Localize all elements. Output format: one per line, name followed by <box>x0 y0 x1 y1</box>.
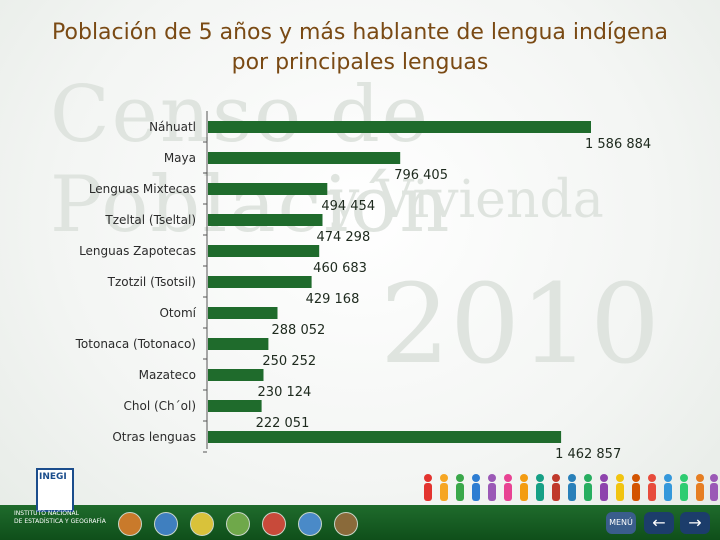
category-label: Otras lenguas <box>112 430 196 444</box>
title-line-2: por principales lenguas <box>231 50 489 75</box>
value-label: 222 051 <box>256 416 310 431</box>
housing-icon[interactable] <box>262 512 286 536</box>
watermark-line-1: Censo de Población <box>50 70 452 250</box>
value-label: 250 252 <box>262 354 316 369</box>
bar <box>208 400 262 412</box>
category-label: Náhuatl <box>149 120 196 134</box>
value-label: 429 168 <box>306 292 360 307</box>
page-title: Población de 5 años y más hablante de le… <box>20 18 700 78</box>
watermark-line-2: y Vivienda <box>330 170 604 230</box>
arrow-left-icon: ← <box>652 513 666 532</box>
category-label: Otomí <box>159 306 196 320</box>
education-icon[interactable] <box>154 512 178 536</box>
bar-chart: Náhuatl 1 586 884 Maya 796 405 Lenguas Mixte… <box>75 111 651 462</box>
bar <box>208 245 320 257</box>
bar <box>208 369 264 381</box>
back-button[interactable]: ← <box>644 512 674 534</box>
logo-text-line-2: DE ESTADÍSTICA Y GEOGRAFÍA <box>14 518 106 525</box>
logo-mark: INEGI <box>36 468 74 512</box>
category-label: Mazateco <box>139 368 196 382</box>
people-illustration <box>424 474 718 501</box>
value-label: 288 052 <box>272 323 326 338</box>
menu-button[interactable]: MENÚ <box>606 512 636 534</box>
bar <box>208 121 591 133</box>
category-label: Lenguas Mixtecas <box>89 182 196 196</box>
logo-name: INEGI <box>39 472 67 482</box>
documents-icon[interactable] <box>334 512 358 536</box>
migration-icon[interactable] <box>298 512 322 536</box>
value-label: 1 586 884 <box>585 137 651 152</box>
value-label: 474 298 <box>316 230 370 245</box>
value-label: 494 454 <box>321 199 375 214</box>
logo-text-line-1: INSTITUTO NACIONAL <box>14 510 79 517</box>
value-label: 1 462 857 <box>555 447 621 462</box>
watermark: Censo de Población y Vivienda 2010 <box>40 70 700 450</box>
forward-button[interactable]: → <box>680 512 710 534</box>
bar <box>208 183 328 195</box>
bar <box>208 431 562 443</box>
category-label: Chol (Ch´ol) <box>124 399 197 413</box>
inegi-logo: INEGI INSTITUTO NACIONAL DE ESTADÍSTICA … <box>10 466 110 534</box>
arrow-right-icon: → <box>688 513 702 532</box>
value-label: 230 124 <box>258 385 312 400</box>
bar <box>208 276 312 288</box>
bar <box>208 152 401 164</box>
value-label: 460 683 <box>313 261 367 276</box>
title-line-1: Población de 5 años y más hablante de le… <box>52 20 668 45</box>
health-icon[interactable] <box>226 512 250 536</box>
people-figures-icon <box>424 474 718 501</box>
category-label: Totonaca (Totonaco) <box>75 337 196 351</box>
category-label: Tzotzil (Tsotsil) <box>107 275 196 289</box>
bar <box>208 307 278 319</box>
watermark-line-3: 2010 <box>380 260 660 388</box>
value-label: 796 405 <box>394 168 448 183</box>
bar <box>208 214 323 226</box>
bar <box>208 338 269 350</box>
population-icon[interactable] <box>118 512 142 536</box>
economy-icon[interactable] <box>190 512 214 536</box>
category-label: Lenguas Zapotecas <box>79 244 196 258</box>
category-label: Maya <box>164 151 196 165</box>
category-label: Tzeltal (Tseltal) <box>104 213 196 227</box>
